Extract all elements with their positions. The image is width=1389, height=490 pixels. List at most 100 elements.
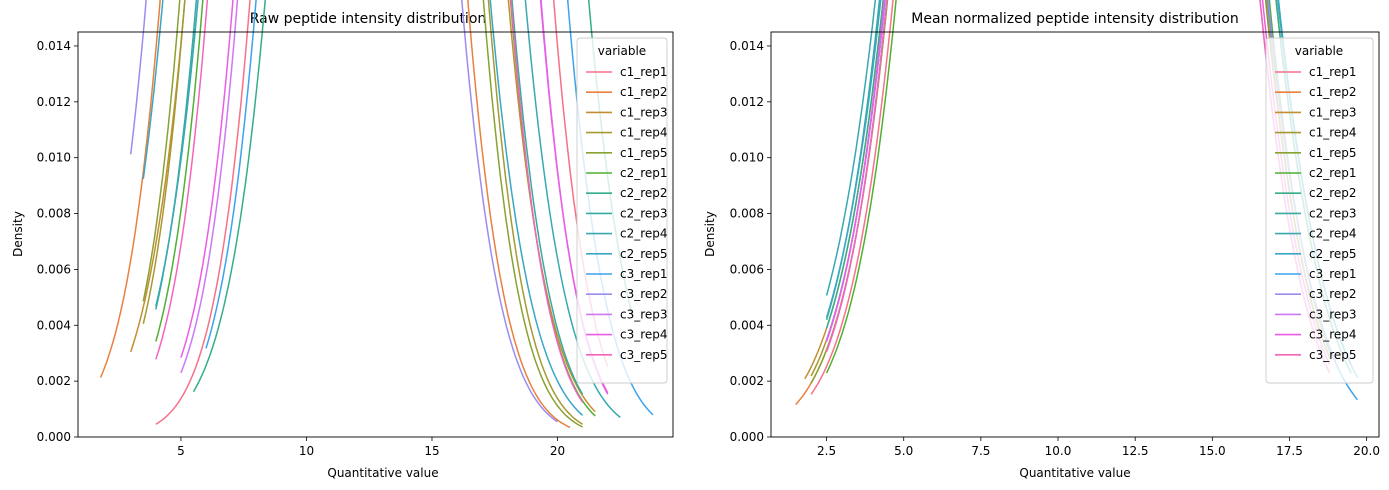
legend-label: c2_rep4	[620, 227, 668, 241]
legend-label: c1_rep2	[1309, 85, 1357, 99]
legend-label: c2_rep3	[1309, 206, 1357, 220]
legend-label: c3_rep5	[1309, 348, 1357, 362]
x-tick-label: 15	[424, 444, 439, 458]
y-tick-label: 0.006	[37, 262, 71, 276]
plot-area	[795, 0, 1359, 406]
legend-label: c3_rep2	[1309, 287, 1357, 301]
y-tick-label: 0.008	[37, 207, 71, 221]
x-axis-label: Quantitative value	[327, 466, 438, 480]
legend-label: c1_rep4	[620, 126, 668, 140]
axes-frame	[770, 31, 1380, 438]
y-tick-label: 0.000	[37, 430, 71, 444]
axis-ticks: 2.5 5.0 7.5 10.0 12.5 15.0 17.5 20.0 0.000 0.002 0…	[730, 39, 1380, 458]
density-line-c1_rep1	[810, 0, 1322, 395]
plot-area	[99, 0, 654, 429]
legend-label: c2_rep1	[1309, 166, 1357, 180]
legend-label: c1_rep3	[620, 105, 668, 119]
x-tick-label: 2.5	[817, 444, 836, 458]
density-line-c2_rep5	[142, 0, 584, 416]
x-tick-label: 12.5	[1122, 444, 1149, 458]
y-axis-label: Density	[11, 211, 25, 257]
legend-label: c1_rep4	[1309, 126, 1357, 140]
density-line-c2_rep2	[192, 0, 634, 393]
y-tick-label: 0.014	[730, 39, 764, 53]
legend-label: c2_rep1	[620, 166, 668, 180]
legend-label: c3_rep4	[620, 328, 668, 342]
y-tick-label: 0.012	[730, 95, 764, 109]
density-line-c2_rep1	[825, 0, 1331, 374]
y-tick-label: 0.002	[37, 374, 71, 388]
density-line-c2_rep3	[825, 0, 1337, 363]
legend-frame	[576, 37, 668, 384]
legend: variable c1_rep1 c1_rep2 c1_rep3 c1_rep4 c1_…	[1265, 37, 1374, 384]
x-tick-label: 10.0	[1045, 444, 1072, 458]
x-tick-label: 10	[299, 444, 314, 458]
legend-title: variable	[1295, 44, 1343, 58]
legend-label: c1_rep2	[620, 85, 668, 99]
legend-label: c2_rep5	[620, 247, 668, 261]
density-line-c3_rep5	[155, 0, 584, 403]
legend-label: c3_rep3	[620, 307, 668, 321]
y-tick-label: 0.010	[37, 151, 71, 165]
axes-frame	[77, 31, 674, 438]
density-line-c1_rep3	[129, 0, 596, 413]
x-tick-label: 5.0	[894, 444, 913, 458]
legend-label: c2_rep5	[1309, 247, 1357, 261]
density-line-c2_rep3	[155, 0, 584, 395]
chart-title: Mean normalized peptide intensity distri…	[911, 11, 1238, 27]
y-tick-label: 0.010	[730, 151, 764, 165]
chart-normalized: Mean normalized peptide intensity distri…	[703, 0, 1380, 480]
density-line-c1_rep5	[142, 0, 583, 428]
density-line-c2_rep1	[155, 0, 596, 417]
density-line-c1_rep3	[804, 0, 1337, 380]
legend-label: c1_rep5	[1309, 146, 1357, 160]
legend-label: c1_rep5	[620, 146, 668, 160]
chart-raw: Raw peptide intensity distribution 5 10 15…	[11, 0, 674, 480]
x-tick-label: 5	[177, 444, 185, 458]
axis-ticks: 5 10 15 20 0.000 0.002 0.004 0.006 0.008 0.010 0.0…	[37, 39, 566, 458]
legend-label: c3_rep1	[620, 267, 668, 281]
legend-label: c3_rep4	[1309, 328, 1357, 342]
density-line-c3_rep2	[129, 0, 558, 423]
legend-label: c1_rep1	[620, 65, 668, 79]
x-tick-label: 15.0	[1199, 444, 1226, 458]
legend-frame	[1265, 37, 1374, 384]
x-axis-label: Quantitative value	[1019, 466, 1130, 480]
legend-label: c1_rep3	[1309, 105, 1357, 119]
density-line-c2_rep4	[155, 0, 621, 418]
y-tick-label: 0.012	[37, 95, 71, 109]
legend-label: c2_rep3	[620, 206, 668, 220]
legend-label: c3_rep1	[1309, 267, 1357, 281]
density-line-c1_rep1	[155, 0, 609, 425]
x-tick-label: 17.5	[1276, 444, 1303, 458]
y-tick-label: 0.000	[730, 430, 764, 444]
y-tick-label: 0.002	[730, 374, 764, 388]
density-line-c3_rep4	[825, 0, 1331, 366]
y-tick-label: 0.006	[730, 262, 764, 276]
y-tick-label: 0.004	[730, 318, 764, 332]
x-tick-label: 20.0	[1353, 444, 1380, 458]
legend-label: c3_rep2	[620, 287, 668, 301]
legend-label: c2_rep2	[620, 186, 668, 200]
y-tick-label: 0.008	[730, 207, 764, 221]
density-line-c3_rep3	[825, 0, 1331, 374]
density-line-c1_rep4	[142, 0, 584, 425]
y-axis-label: Density	[703, 211, 717, 257]
legend-label: c3_rep3	[1309, 307, 1357, 321]
x-tick-label: 20	[550, 444, 565, 458]
legend-label: c1_rep1	[1309, 65, 1357, 79]
density-line-c3_rep2	[825, 0, 1337, 364]
density-line-c1_rep2	[99, 0, 571, 429]
y-tick-label: 0.004	[37, 318, 71, 332]
legend-label: c2_rep4	[1309, 227, 1357, 241]
x-tick-label: 7.5	[971, 444, 990, 458]
y-tick-label: 0.014	[37, 39, 71, 53]
legend-label: c3_rep5	[620, 348, 668, 362]
legend: variable c1_rep1 c1_rep2 c1_rep3 c1_rep4 c1_…	[576, 37, 668, 384]
legend-title: variable	[598, 44, 646, 58]
legend-label: c2_rep2	[1309, 186, 1357, 200]
density-line-c3_rep5	[825, 0, 1331, 374]
density-line-c1_rep5	[810, 0, 1331, 384]
chart-title: Raw peptide intensity distribution	[250, 11, 487, 27]
